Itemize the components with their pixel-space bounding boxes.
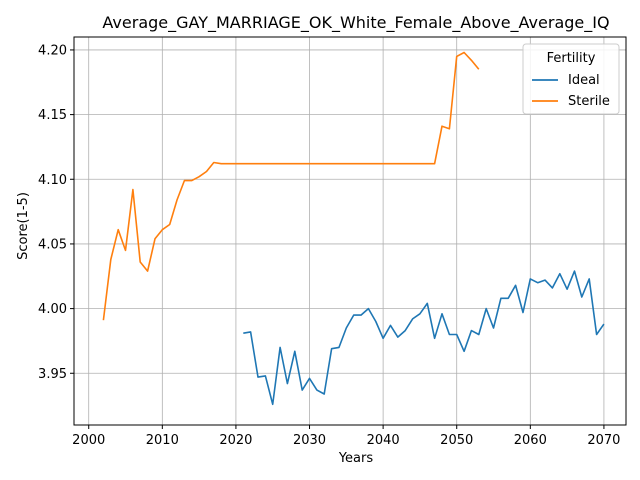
x-tick-label: 2030 bbox=[293, 433, 326, 448]
chart-title: Average_GAY_MARRIAGE_OK_White_Female_Abo… bbox=[102, 13, 609, 33]
y-tick-label: 4.05 bbox=[38, 237, 67, 252]
y-tick-label: 3.95 bbox=[38, 367, 67, 382]
x-tick-label: 2000 bbox=[72, 433, 105, 448]
legend-label-sterile: Sterile bbox=[568, 94, 610, 109]
y-tick-label: 4.00 bbox=[38, 302, 67, 317]
x-axis-label: Years bbox=[338, 451, 374, 466]
y-tick-label: 4.15 bbox=[38, 108, 67, 123]
plot-lines bbox=[102, 51, 605, 406]
x-tick-label: 2070 bbox=[587, 433, 620, 448]
x-tick-label: 2040 bbox=[367, 433, 400, 448]
x-tick-label: 2060 bbox=[514, 433, 547, 448]
y-axis-label: Score(1-5) bbox=[16, 192, 31, 260]
plot-frame bbox=[73, 36, 627, 426]
x-tick-label: 2050 bbox=[440, 433, 473, 448]
legend: Fertility Ideal Sterile bbox=[522, 43, 620, 115]
y-tick-label: 4.20 bbox=[38, 43, 67, 58]
legend-box bbox=[522, 43, 620, 115]
series-line-sterile bbox=[102, 51, 480, 321]
x-tick-label: 2010 bbox=[146, 433, 179, 448]
y-axis: 3.95 4.00 4.05 4.10 4.15 4.20 bbox=[38, 43, 74, 382]
x-axis: 2000 2010 2020 2030 2040 2050 2060 2070 bbox=[72, 425, 620, 448]
legend-title: Fertility bbox=[547, 51, 596, 66]
y-tick-label: 4.10 bbox=[38, 173, 67, 188]
series-line-ideal bbox=[243, 270, 605, 406]
x-tick-label: 2020 bbox=[219, 433, 252, 448]
legend-label-ideal: Ideal bbox=[568, 73, 600, 88]
